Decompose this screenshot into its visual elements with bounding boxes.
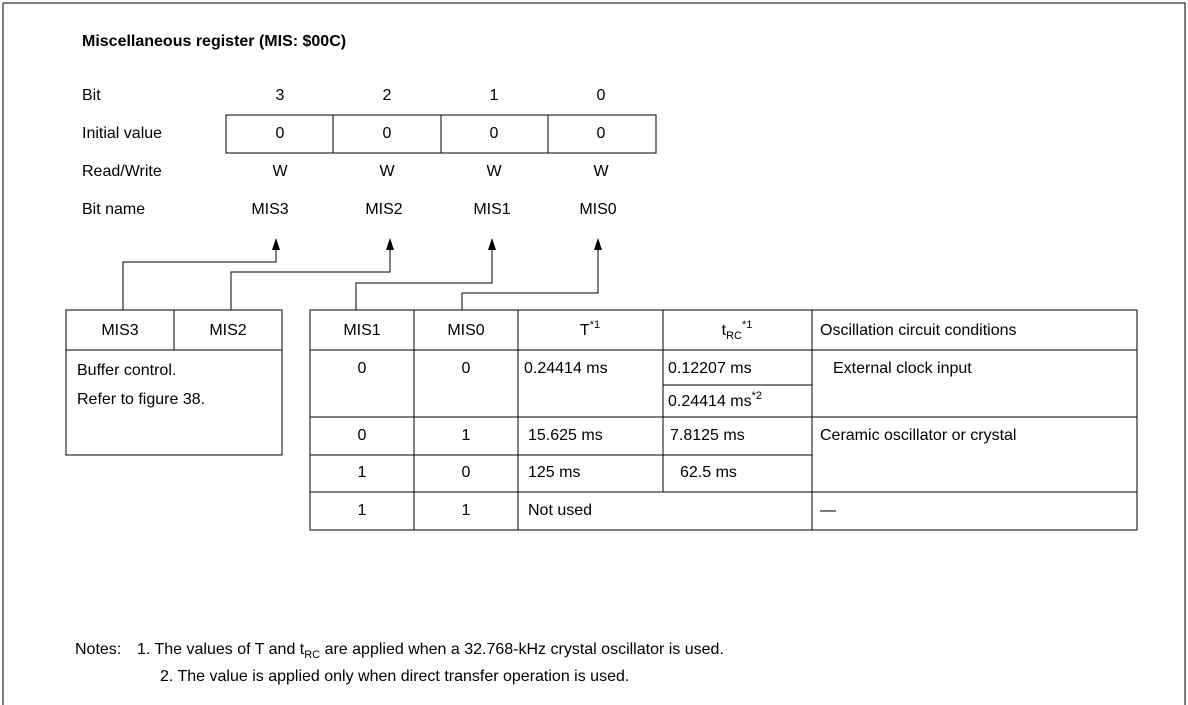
superscript: *1: [590, 319, 600, 331]
superscript: *1: [742, 319, 752, 331]
cell: 0.12207 ms: [668, 360, 752, 377]
header-cell: MIS3: [101, 322, 138, 339]
initial-value: 0: [276, 125, 285, 142]
connector: [122, 248, 277, 310]
right-table: [309, 309, 1138, 531]
bit-number: 3: [276, 87, 285, 104]
arrowhead: [594, 238, 602, 250]
row-label: Initial value: [82, 125, 162, 142]
arrowhead: [488, 238, 496, 250]
read-write: W: [379, 163, 395, 180]
bit-name: MIS2: [365, 201, 402, 218]
header-cell: MIS2: [209, 322, 246, 339]
superscript: *2: [752, 390, 762, 402]
connector: [461, 248, 599, 310]
cell: 0.24414 ms*2: [668, 390, 762, 410]
read-write: W: [486, 163, 502, 180]
cell: Not used: [528, 502, 592, 519]
row-label: Bit name: [82, 201, 145, 218]
description: Refer to figure 38.: [77, 391, 205, 408]
connector: [230, 248, 391, 310]
header-cell: T*1: [580, 319, 600, 339]
cell: 1: [358, 502, 367, 519]
header-text: T: [580, 322, 590, 339]
bit-number: 2: [383, 87, 392, 104]
bit-number: 0: [597, 87, 606, 104]
note: 2. The value is applied only when direct…: [160, 668, 629, 685]
cell: 1: [462, 502, 471, 519]
note: 1. The values of T and tRC are applied w…: [137, 641, 724, 661]
title: Miscellaneous register (MIS: $00C): [82, 33, 346, 50]
connector: [355, 248, 493, 310]
initial-value: 0: [383, 125, 392, 142]
cell: —: [820, 502, 836, 519]
cell-text: 0.24414 ms: [668, 393, 752, 410]
header-cell: tRC*1: [722, 319, 753, 342]
note-text: are applied when a 32.768-kHz crystal os…: [320, 641, 724, 658]
cell: 1: [462, 427, 471, 444]
initial-value: 0: [490, 125, 499, 142]
subscript: RC: [304, 649, 320, 661]
bit-name: MIS3: [251, 201, 288, 218]
bit-number: 1: [490, 87, 499, 104]
header-cell: MIS0: [447, 322, 484, 339]
row-label: Bit: [82, 87, 101, 104]
cell: 0.24414 ms: [524, 360, 608, 377]
cell: Ceramic oscillator or crystal: [820, 427, 1016, 444]
header-cell: Oscillation circuit conditions: [820, 322, 1017, 339]
arrowhead: [386, 238, 394, 250]
bit-name: MIS0: [579, 201, 616, 218]
note-text: 1. The values of T and t: [137, 641, 305, 658]
cell: 1: [358, 464, 367, 481]
cell: 0: [462, 464, 471, 481]
notes-label: Notes:: [75, 641, 121, 658]
cell: 0: [358, 427, 367, 444]
cell: 0: [462, 360, 471, 377]
bit-name: MIS1: [473, 201, 510, 218]
cell: 0: [358, 360, 367, 377]
header-text: t: [722, 322, 727, 339]
subscript: RC: [726, 330, 742, 342]
cell: 62.5 ms: [680, 464, 737, 481]
header-cell: MIS1: [343, 322, 380, 339]
cell: 15.625 ms: [528, 427, 603, 444]
cell: 125 ms: [528, 464, 580, 481]
cell: External clock input: [833, 360, 972, 377]
description: Buffer control.: [77, 362, 176, 379]
read-write: W: [272, 163, 288, 180]
cell: 7.8125 ms: [670, 427, 745, 444]
read-write: W: [593, 163, 609, 180]
row-label: Read/Write: [82, 163, 162, 180]
initial-value: 0: [597, 125, 606, 142]
arrowhead: [272, 238, 280, 250]
